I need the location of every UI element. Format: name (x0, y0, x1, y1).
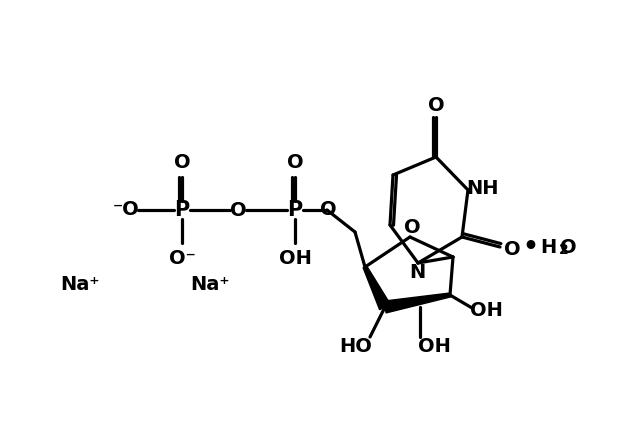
Text: P: P (287, 200, 303, 220)
Text: 2: 2 (559, 243, 569, 257)
Text: HO: HO (340, 337, 372, 357)
Text: O: O (504, 240, 520, 258)
Text: O: O (230, 201, 246, 219)
Text: O: O (428, 96, 444, 114)
Polygon shape (364, 266, 390, 310)
Text: OH: OH (470, 300, 502, 320)
Polygon shape (384, 293, 451, 313)
Text: Na⁺: Na⁺ (190, 275, 230, 295)
Text: O: O (287, 153, 303, 172)
Text: •: • (522, 235, 538, 259)
Text: OH: OH (278, 249, 312, 267)
Text: O: O (560, 238, 576, 257)
Text: NH: NH (466, 178, 499, 198)
Text: O: O (404, 218, 420, 236)
Text: OH: OH (417, 337, 451, 357)
Text: N: N (409, 263, 425, 281)
Text: O: O (173, 153, 190, 172)
Text: P: P (174, 200, 189, 220)
Text: O: O (320, 199, 336, 218)
Text: ⁻O: ⁻O (113, 199, 140, 218)
Text: H: H (540, 238, 556, 257)
Text: O⁻: O⁻ (168, 249, 195, 267)
Text: Na⁺: Na⁺ (60, 275, 100, 295)
